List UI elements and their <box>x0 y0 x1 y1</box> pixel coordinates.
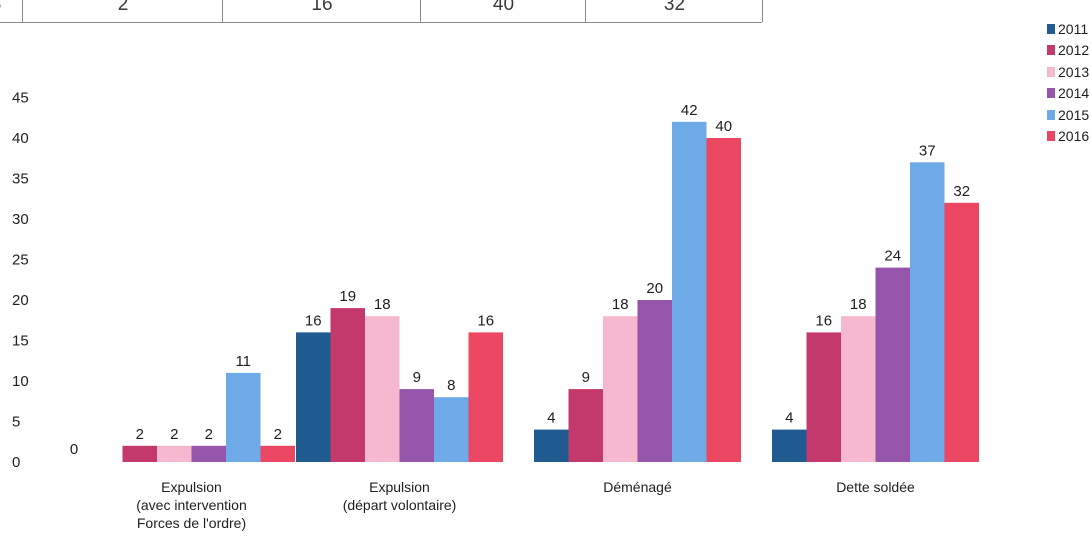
legend-item: 2012 <box>1047 40 1091 62</box>
data-label: 24 <box>884 248 901 265</box>
legend-swatch <box>1047 66 1055 77</box>
bar <box>841 316 876 462</box>
bar <box>122 445 157 462</box>
data-label: 40 <box>715 118 732 135</box>
y-tick-label: 0 <box>12 454 20 471</box>
bar <box>910 162 945 463</box>
data-label: 18 <box>850 296 867 313</box>
data-label: 20 <box>646 280 663 297</box>
legend-item: 2014 <box>1047 83 1091 105</box>
bar <box>875 267 910 462</box>
bar <box>157 445 192 462</box>
bar <box>468 332 503 462</box>
data-label: 0 <box>70 441 78 458</box>
category-labels: Expulsion (avec intervention Forces de l'o… <box>136 479 915 531</box>
legend-swatch <box>1047 45 1055 56</box>
data-label: 37 <box>919 142 936 159</box>
bar <box>568 389 603 462</box>
y-tick-label: 45 <box>12 90 29 107</box>
legend-item: 2015 <box>1047 104 1091 126</box>
bar <box>365 316 400 462</box>
data-label: 2 <box>274 426 282 443</box>
legend-item: 2016 <box>1047 126 1091 148</box>
legend-label: 2016 <box>1058 128 1090 145</box>
y-tick-label: 15 <box>12 333 29 350</box>
legend-label: 2013 <box>1058 63 1090 80</box>
bar <box>296 332 331 462</box>
top-table-cell: 32 <box>585 0 763 22</box>
bar <box>399 389 434 462</box>
data-label: 4 <box>547 410 555 427</box>
data-label: 16 <box>305 312 322 329</box>
category-label: Expulsion <box>161 479 222 495</box>
bar <box>330 308 365 462</box>
data-label: 2 <box>136 426 144 443</box>
bar <box>637 300 672 462</box>
y-tick-label: 30 <box>12 211 29 228</box>
data-label: 16 <box>815 312 832 329</box>
bar <box>603 316 638 462</box>
bar <box>226 372 261 462</box>
category-label: Forces de l'ordre) <box>137 515 246 531</box>
y-axis: 0 5 10 15 20 25 30 35 40 45 <box>12 90 29 472</box>
bar <box>672 121 707 463</box>
legend-label: 2011 <box>1058 20 1089 37</box>
category-label: (avec intervention <box>136 497 247 513</box>
data-label: 42 <box>681 102 698 119</box>
category-label: Expulsion <box>369 479 430 495</box>
bar <box>434 397 469 462</box>
top-table-cell: 16 <box>222 0 421 22</box>
data-label: 9 <box>413 369 421 386</box>
y-tick-label: 10 <box>12 373 29 390</box>
legend-label: 2012 <box>1058 42 1090 59</box>
top-table-cell: 3 <box>0 0 22 22</box>
legend-label: 2014 <box>1058 85 1090 102</box>
table-border <box>762 0 763 22</box>
y-tick-label: 20 <box>12 292 29 309</box>
category-label: (départ volontaire) <box>343 497 457 513</box>
top-data-table: 32164032 <box>0 0 763 23</box>
legend-swatch <box>1047 88 1055 99</box>
data-label: 11 <box>235 353 251 370</box>
bars <box>122 121 979 463</box>
legend-swatch <box>1047 109 1055 120</box>
data-label: 2 <box>205 426 213 443</box>
data-label: 4 <box>785 410 793 427</box>
bar <box>706 138 741 462</box>
data-label: 18 <box>612 296 629 313</box>
bar <box>191 445 226 462</box>
data-label: 8 <box>447 377 455 394</box>
bar <box>260 445 295 462</box>
legend-swatch <box>1047 131 1055 142</box>
legend-label: 2015 <box>1058 106 1090 123</box>
bar <box>944 202 979 463</box>
category-label: Déménagé <box>603 479 672 495</box>
top-table-cell: 40 <box>420 0 586 22</box>
legend-item: 2013 <box>1047 61 1091 83</box>
legend: 2011 2012 2013 2014 2015 2016 <box>1047 18 1091 147</box>
category-label: Dette soldée <box>836 479 915 495</box>
bar <box>534 429 569 462</box>
legend-item: 2011 <box>1047 18 1091 40</box>
data-label: 19 <box>339 288 356 305</box>
y-tick-label: 40 <box>12 130 29 147</box>
data-label: 18 <box>374 296 391 313</box>
bar <box>772 429 807 462</box>
data-label: 9 <box>582 369 590 386</box>
y-tick-label: 5 <box>12 414 20 431</box>
y-tick-label: 25 <box>12 252 29 269</box>
top-table-cell: 2 <box>22 0 223 22</box>
data-label: 2 <box>170 426 178 443</box>
data-label: 32 <box>953 183 970 200</box>
legend-swatch <box>1047 23 1055 34</box>
data-label: 16 <box>477 312 494 329</box>
bar <box>806 332 841 462</box>
y-tick-label: 35 <box>12 171 29 188</box>
